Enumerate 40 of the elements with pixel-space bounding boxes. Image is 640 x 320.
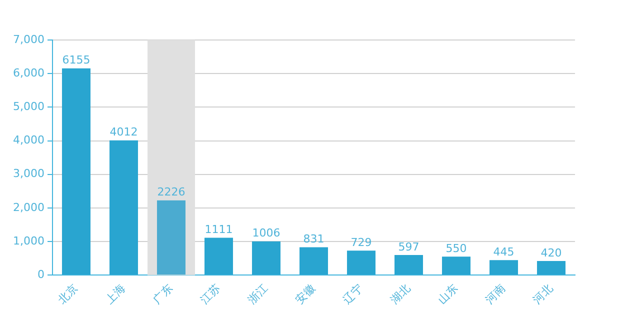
bar <box>490 260 518 275</box>
data-label: 445 <box>493 246 514 259</box>
x-tick-label: 广东 <box>150 282 176 306</box>
x-tick-label: 安徽 <box>293 282 318 306</box>
data-label: 2226 <box>157 186 186 199</box>
bar <box>394 255 423 275</box>
x-tick-label: 上海 <box>103 282 128 306</box>
x-tick-label: 河南 <box>483 282 508 306</box>
x-tick-label: 北京 <box>56 282 80 306</box>
y-tick-label: 2,000 <box>12 200 44 214</box>
x-tick-label: 浙江 <box>246 282 270 306</box>
y-tick-label: 7,000 <box>12 32 44 46</box>
data-label: 550 <box>446 242 467 255</box>
bar <box>346 250 376 275</box>
bar <box>299 247 328 275</box>
y-tick-label: 4,000 <box>12 134 44 147</box>
x-tick-label: 河北 <box>530 282 556 306</box>
y-tick-label: 6,000 <box>12 66 44 80</box>
x-tick-label: 山东 <box>436 282 460 306</box>
data-label: 420 <box>540 246 562 260</box>
bar <box>109 140 138 275</box>
data-label: 597 <box>398 240 420 254</box>
data-label: 4012 <box>110 126 138 139</box>
bar <box>62 68 90 275</box>
x-tick-label: 辽宁 <box>340 282 366 306</box>
data-label: 1006 <box>252 226 280 240</box>
bar <box>442 256 470 275</box>
y-tick-label: 5,000 <box>12 100 44 114</box>
x-tick-label: 湖北 <box>388 282 413 306</box>
data-label: 729 <box>350 236 372 249</box>
bar <box>204 238 233 275</box>
x-tick-label: 江苏 <box>198 282 223 306</box>
y-tick-label: 0 <box>37 268 44 281</box>
data-label: 6155 <box>62 54 90 67</box>
data-label: 1111 <box>204 223 233 236</box>
y-tick-label: 3,000 <box>12 167 44 180</box>
y-tick-label: 1,000 <box>12 234 44 248</box>
bar <box>537 261 566 275</box>
bar <box>252 241 280 275</box>
data-label: 831 <box>303 232 324 246</box>
